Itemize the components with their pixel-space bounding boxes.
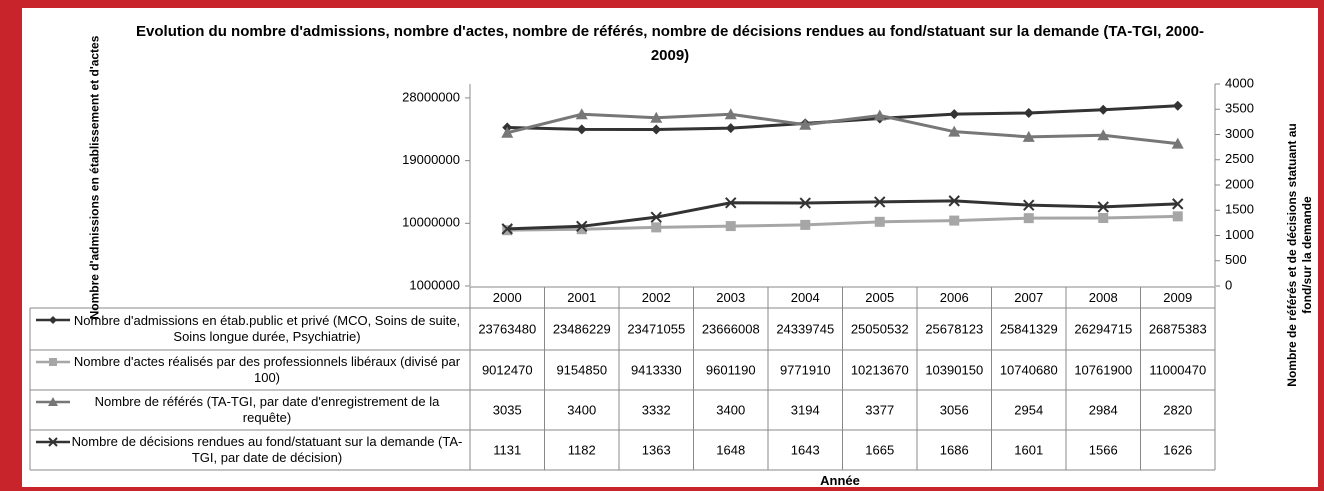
table-cell: 25841329 [1000, 321, 1058, 336]
x-tick-label: 2002 [642, 290, 671, 305]
marker [1024, 108, 1034, 118]
legend-label: Nombre d'admissions en étab.public et pr… [70, 308, 464, 350]
table-cell: 23763480 [478, 321, 536, 336]
marker [49, 316, 57, 324]
x-tick-label: 2000 [493, 290, 522, 305]
y-tick-label: 10000000 [402, 215, 460, 230]
table-cell: 10390150 [925, 362, 983, 377]
table-cell: 1648 [716, 442, 745, 457]
table-cell: 3377 [865, 402, 894, 417]
marker [651, 124, 661, 134]
table-cell: 1665 [865, 442, 894, 457]
table-cell: 23666008 [702, 321, 760, 336]
marker [1024, 213, 1034, 223]
x-tick-label: 2009 [1163, 290, 1192, 305]
table-cell: 25050532 [851, 321, 909, 336]
table-cell: 10761900 [1074, 362, 1132, 377]
chart-title: Evolution du nombre d'admissions, nombre… [130, 20, 1210, 68]
marker [577, 124, 587, 134]
marker [949, 109, 959, 119]
y-tick-label: 1000000 [409, 277, 460, 292]
series-line [507, 106, 1178, 130]
legend-label: Nombre d'actes réalisés par des professi… [70, 350, 464, 390]
x-axis-label: Année [790, 473, 890, 488]
table-cell: 9771910 [780, 362, 831, 377]
x-tick-label: 2003 [716, 290, 745, 305]
table-cell: 9154850 [556, 362, 607, 377]
table-cell: 3056 [940, 402, 969, 417]
table-cell: 26294715 [1074, 321, 1132, 336]
table-cell: 1566 [1089, 442, 1118, 457]
marker [949, 216, 959, 226]
table-cell: 25678123 [925, 321, 983, 336]
marker [1098, 213, 1108, 223]
x-tick-label: 2006 [940, 290, 969, 305]
marker [49, 358, 57, 366]
table-cell: 3035 [493, 402, 522, 417]
marker [1173, 211, 1183, 221]
x-tick-label: 2007 [1014, 290, 1043, 305]
x-tick-label: 2001 [567, 290, 596, 305]
marker [1173, 101, 1183, 111]
table-cell: 3400 [567, 402, 596, 417]
marker [726, 221, 736, 231]
x-tick-label: 2004 [791, 290, 820, 305]
table-cell: 1643 [791, 442, 820, 457]
y-axis-label: Nombre d'admissions en établissement et … [88, 28, 103, 328]
table-cell: 3400 [716, 402, 745, 417]
table-cell: 3332 [642, 402, 671, 417]
y2-tick-label: 1500 [1225, 202, 1254, 217]
y-tick-label: 28000000 [402, 89, 460, 104]
table-cell: 23471055 [627, 321, 685, 336]
table-cell: 3194 [791, 402, 820, 417]
table-cell: 1363 [642, 442, 671, 457]
marker [651, 222, 661, 232]
table-cell: 9413330 [631, 362, 682, 377]
x-tick-label: 2008 [1089, 290, 1118, 305]
x-tick-label: 2005 [865, 290, 894, 305]
marker [800, 220, 810, 230]
table-cell: 11000470 [1149, 362, 1206, 377]
table-cell: 1626 [1163, 442, 1192, 457]
table-cell: 1601 [1014, 442, 1043, 457]
y2-tick-label: 1000 [1225, 227, 1254, 242]
table-cell: 2984 [1089, 402, 1118, 417]
table-cell: 10740680 [1000, 362, 1058, 377]
table-cell: 1182 [568, 442, 596, 457]
marker [875, 217, 885, 227]
table-cell: 26875383 [1149, 321, 1207, 336]
table-cell: 1686 [940, 442, 969, 457]
y2-axis-label: Nombre de référés et de décisions statua… [1285, 105, 1315, 405]
marker [1098, 105, 1108, 115]
table-cell: 2954 [1014, 402, 1043, 417]
legend-label: Nombre de référés (TA-TGI, par date d'en… [70, 390, 464, 430]
y-tick-label: 19000000 [402, 152, 460, 167]
table-cell: 9012470 [482, 362, 533, 377]
y2-tick-label: 500 [1225, 252, 1247, 267]
page: 1000000 10000000 19000000 28000000 0 500 1000 1… [0, 0, 1324, 491]
y2-tick-label: 2500 [1225, 151, 1254, 166]
table-cell: 1131 [493, 442, 521, 457]
y2-tick-label: 3000 [1225, 126, 1254, 141]
table-cell: 2820 [1163, 402, 1192, 417]
table-cell: 9601190 [706, 362, 756, 377]
y2-tick-label: 2000 [1225, 176, 1254, 191]
y2-tick-label: 0 [1225, 277, 1232, 292]
y2-tick-label: 3500 [1225, 101, 1254, 116]
table-cell: 23486229 [553, 321, 611, 336]
legend-label: Nombre de décisions rendues au fond/stat… [70, 430, 464, 470]
y2-tick-label: 4000 [1225, 75, 1254, 90]
marker [726, 123, 736, 133]
table-cell: 10213670 [851, 362, 909, 377]
table-cell: 24339745 [776, 321, 834, 336]
